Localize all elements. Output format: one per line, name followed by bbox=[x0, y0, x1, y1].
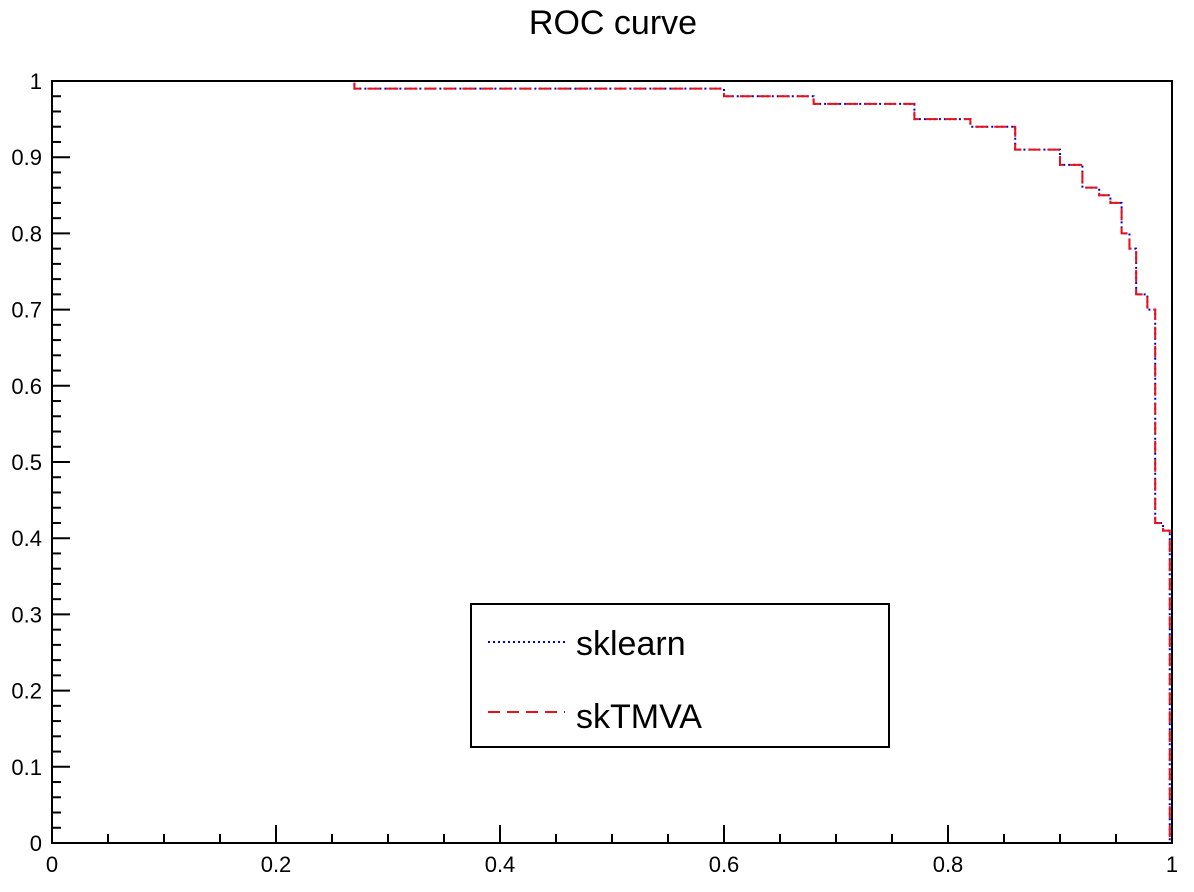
x-tick-label: 1 bbox=[1166, 852, 1178, 877]
y-tick-label: 0.3 bbox=[11, 602, 42, 627]
y-tick-label: 0.4 bbox=[11, 526, 42, 551]
series-layer bbox=[52, 80, 1172, 844]
series-line-sktmva bbox=[52, 80, 1172, 844]
tick-labels-layer: 0 0.2 0.4 0.6 0.8 1 0 0.1 0.2 0.3 0.4 0.5 0.6 0.7 0.8 0… bbox=[11, 69, 1178, 877]
y-tick-label: 0.7 bbox=[11, 298, 42, 323]
legend-label-sktmva: skTMVA bbox=[576, 698, 702, 736]
x-tick-label: 0.4 bbox=[485, 852, 516, 877]
y-tick-label: 0.2 bbox=[11, 679, 42, 704]
legend-label-sklearn: sklearn bbox=[576, 625, 686, 663]
y-tick-label: 0 bbox=[30, 831, 42, 856]
x-tick-label: 0 bbox=[46, 852, 58, 877]
y-tick-label: 1 bbox=[30, 69, 42, 94]
y-tick-label: 0.6 bbox=[11, 374, 42, 399]
x-tick-label: 0.6 bbox=[709, 852, 740, 877]
legend-box bbox=[470, 603, 890, 748]
chart-title: ROC curve bbox=[529, 4, 697, 42]
ticks-layer bbox=[51, 80, 1173, 844]
y-tick-label: 0.1 bbox=[11, 755, 42, 780]
legend: sklearn skTMVA bbox=[470, 603, 890, 748]
y-tick-label: 0.8 bbox=[11, 221, 42, 246]
x-tick-label: 0.2 bbox=[261, 852, 292, 877]
x-tick-label: 0.8 bbox=[933, 852, 964, 877]
y-tick-label: 0.5 bbox=[11, 450, 42, 475]
y-tick-label: 0.9 bbox=[11, 145, 42, 170]
